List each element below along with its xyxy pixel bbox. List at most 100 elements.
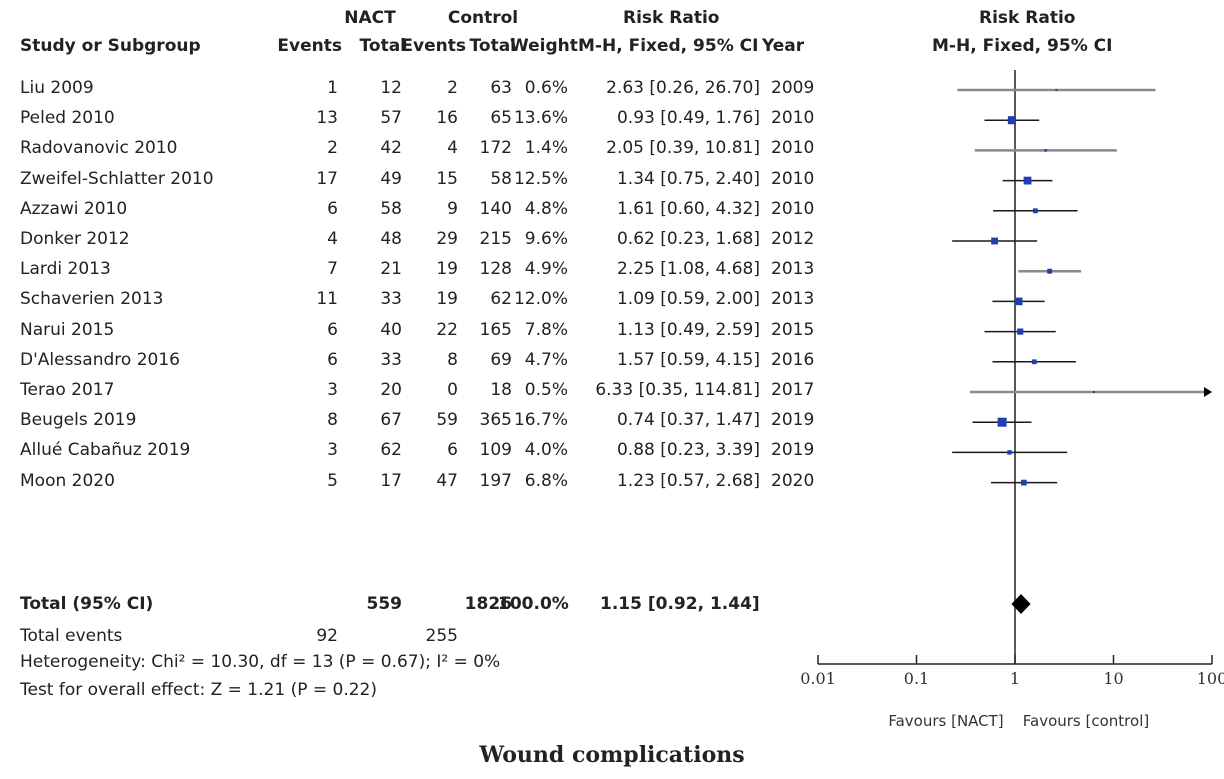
total1-header: Total bbox=[359, 36, 406, 56]
plot-top-header: Risk Ratio bbox=[979, 8, 1076, 28]
weight-value: 4.0% bbox=[524, 440, 568, 461]
study-name: Allué Cabañuz 2019 bbox=[20, 440, 191, 461]
ci-arrow bbox=[1204, 387, 1212, 397]
ci-text: 0.74 [0.37, 1.47] bbox=[616, 410, 760, 431]
events1-header: Events bbox=[277, 36, 342, 56]
point-estimate bbox=[1020, 479, 1027, 486]
study-name: Schaverien 2013 bbox=[20, 289, 164, 310]
events-control: 0 bbox=[447, 380, 458, 400]
overall-effect-text: Test for overall effect: Z = 1.21 (P = 0… bbox=[20, 680, 377, 700]
events-control: 47 bbox=[436, 470, 458, 491]
events-nact: 1 bbox=[327, 78, 338, 98]
events-nact: 17 bbox=[316, 168, 338, 189]
events-control: 19 bbox=[436, 289, 458, 310]
point-estimate bbox=[1044, 149, 1048, 152]
total-nact: 49 bbox=[380, 168, 402, 189]
year-value: 2019 bbox=[771, 440, 815, 461]
group2-header: Control bbox=[447, 8, 519, 28]
point-estimate bbox=[991, 237, 998, 245]
year-value: 2009 bbox=[771, 78, 815, 98]
study-name: Azzawi 2010 bbox=[20, 198, 128, 219]
events-nact: 3 bbox=[327, 440, 338, 461]
study-column-header: Study or Subgroup bbox=[20, 36, 201, 56]
total-control: 128 bbox=[479, 259, 512, 280]
study-name: D'Alessandro 2016 bbox=[20, 349, 180, 370]
plot-method-header: M-H, Fixed, 95% CI bbox=[932, 36, 1113, 56]
weight-value: 6.8% bbox=[524, 470, 568, 491]
tick-label: 0.01 bbox=[800, 669, 836, 688]
total-events2: 255 bbox=[425, 626, 458, 646]
events-nact: 4 bbox=[327, 229, 338, 249]
method-header: M-H, Fixed, 95% CI bbox=[578, 36, 759, 56]
weight-value: 12.5% bbox=[513, 168, 568, 189]
point-estimate bbox=[997, 417, 1007, 427]
risk-ratio-top-header: Risk Ratio bbox=[623, 8, 720, 28]
total-label: Total (95% CI) bbox=[20, 594, 154, 614]
weight-value: 16.7% bbox=[513, 410, 568, 431]
year-value: 2010 bbox=[771, 108, 815, 129]
events-control: 6 bbox=[447, 440, 458, 461]
total-nact: 12 bbox=[380, 78, 402, 98]
year-value: 2017 bbox=[771, 380, 815, 400]
year-value: 2010 bbox=[771, 198, 815, 219]
ci-text: 1.61 [0.60, 4.32] bbox=[616, 198, 760, 219]
point-estimate bbox=[1032, 208, 1038, 214]
events-nact: 13 bbox=[316, 108, 338, 129]
year-value: 2020 bbox=[771, 470, 815, 491]
group1-header: NACT bbox=[344, 8, 396, 28]
tick-label: 10 bbox=[1103, 669, 1123, 688]
total-nact: 62 bbox=[380, 440, 402, 461]
total-control: 63 bbox=[490, 78, 512, 98]
total-nact: 20 bbox=[380, 380, 402, 400]
year-value: 2019 bbox=[771, 410, 815, 431]
year-value: 2015 bbox=[771, 319, 815, 340]
ci-text: 2.63 [0.26, 26.70] bbox=[606, 78, 760, 98]
year-value: 2012 bbox=[771, 229, 815, 249]
total-ci: 1.15 [0.92, 1.44] bbox=[600, 594, 760, 614]
study-name: Liu 2009 bbox=[20, 78, 94, 98]
total-nact: 33 bbox=[380, 349, 402, 370]
events-nact: 6 bbox=[327, 319, 338, 340]
tick-label: 100 bbox=[1197, 669, 1224, 688]
total-control: 65 bbox=[490, 108, 512, 129]
events-control: 59 bbox=[436, 410, 458, 431]
ci-text: 1.13 [0.49, 2.59] bbox=[616, 319, 760, 340]
ci-text: 1.09 [0.59, 2.00] bbox=[616, 289, 760, 310]
point-estimate bbox=[1023, 176, 1032, 185]
events-nact: 6 bbox=[327, 349, 338, 370]
ci-text: 6.33 [0.35, 114.81] bbox=[595, 380, 760, 400]
total-nact: 21 bbox=[380, 259, 402, 280]
total-nact: 67 bbox=[380, 410, 402, 431]
point-estimate bbox=[1014, 297, 1023, 306]
total-control: 18 bbox=[490, 380, 512, 400]
events-control: 2 bbox=[447, 78, 458, 98]
events-control: 8 bbox=[447, 349, 458, 370]
events-control: 16 bbox=[436, 108, 458, 129]
study-name: Moon 2020 bbox=[20, 470, 115, 491]
events-nact: 3 bbox=[327, 380, 338, 400]
ci-text: 1.23 [0.57, 2.68] bbox=[616, 470, 760, 491]
events-control: 19 bbox=[436, 259, 458, 280]
total-control: 109 bbox=[479, 440, 512, 461]
study-name: Zweifel-Schlatter 2010 bbox=[20, 168, 214, 189]
point-estimate bbox=[1007, 450, 1012, 455]
pooled-diamond bbox=[1011, 594, 1031, 614]
year-value: 2016 bbox=[771, 349, 815, 370]
favours-left-label: Favours [NACT] bbox=[888, 712, 1003, 730]
total-n2: 1826 bbox=[464, 594, 512, 614]
total-control: 215 bbox=[479, 229, 512, 249]
total-nact: 57 bbox=[380, 108, 402, 129]
year-value: 2010 bbox=[771, 168, 815, 189]
total-control: 69 bbox=[490, 349, 512, 370]
weight-value: 12.0% bbox=[513, 289, 568, 310]
total-control: 140 bbox=[479, 198, 512, 219]
total-nact: 48 bbox=[380, 229, 402, 249]
events-control: 9 bbox=[447, 198, 458, 219]
events-nact: 11 bbox=[316, 289, 338, 310]
total-nact: 42 bbox=[380, 138, 402, 159]
weight-value: 13.6% bbox=[513, 108, 568, 129]
weight-value: 1.4% bbox=[524, 138, 568, 159]
point-estimate bbox=[1007, 116, 1016, 125]
ci-text: 0.88 [0.23, 3.39] bbox=[616, 440, 760, 461]
tick-label: 0.1 bbox=[904, 669, 929, 688]
